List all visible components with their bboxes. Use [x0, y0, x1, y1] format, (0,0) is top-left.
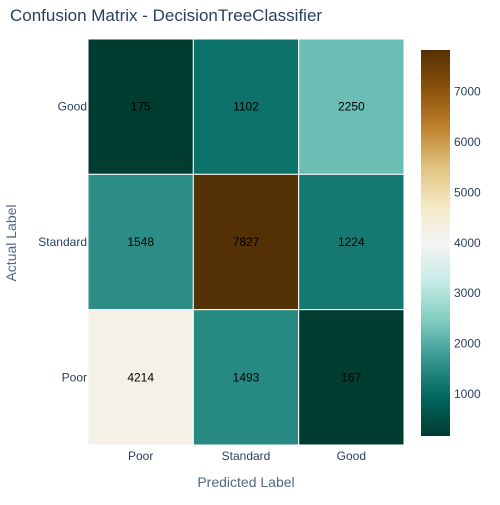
heatmap-cell [298, 309, 405, 446]
y-tick-label: Poor [62, 370, 87, 384]
y-axis-ticks: Good Standard Poor [38, 100, 87, 385]
cell-value-label: 167 [341, 370, 361, 384]
cell-value-label: 1493 [233, 370, 260, 384]
colorbar-tick-label: 4000 [454, 236, 481, 250]
cell-value-label: 1102 [233, 100, 259, 114]
cell-value-label: 1224 [338, 235, 365, 249]
x-tick-label: Good [337, 449, 366, 463]
chart-title: Confusion Matrix - DecisionTreeClassifie… [10, 6, 322, 25]
cell-value-labels: 175 1102 2250 1548 7827 1224 4214 1493 167 [127, 100, 365, 385]
heatmap-cell [87, 309, 194, 446]
heatmap-cell [298, 173, 405, 311]
heatmap-cell [298, 38, 405, 175]
cell-value-label: 175 [131, 100, 151, 114]
cell-value-label: 1548 [127, 235, 154, 249]
colorbar-tick-label: 1000 [454, 387, 481, 401]
x-axis-title: Predicted Label [197, 474, 294, 490]
heatmap-cell [192, 309, 300, 446]
x-tick-label: Poor [128, 449, 153, 463]
colorbar-tick-label: 6000 [454, 135, 481, 149]
colorbar-tick-label: 3000 [454, 286, 481, 300]
colorbar-tick-label: 5000 [454, 185, 481, 199]
colorbar-tick-label: 2000 [454, 337, 481, 351]
heatmap-cell [192, 38, 300, 175]
heatmap-cell [87, 38, 194, 175]
y-tick-label: Good [58, 100, 87, 114]
heatmap-cells [87, 38, 405, 446]
cell-value-label: 4214 [127, 370, 154, 384]
heatmap-cell [192, 173, 300, 311]
y-tick-label: Standard [38, 235, 87, 249]
x-axis-ticks: Poor Standard Good [128, 449, 366, 463]
y-axis-title: Actual Label [3, 204, 19, 281]
colorbar-ticks: 1000 2000 3000 4000 5000 6000 7000 [454, 85, 481, 401]
heatmap-cell [87, 173, 194, 311]
cell-value-label: 7827 [233, 235, 260, 249]
x-tick-label: Standard [222, 449, 271, 463]
colorbar-tick-label: 7000 [454, 85, 481, 99]
colorbar [421, 50, 450, 436]
cell-value-label: 2250 [338, 100, 365, 114]
